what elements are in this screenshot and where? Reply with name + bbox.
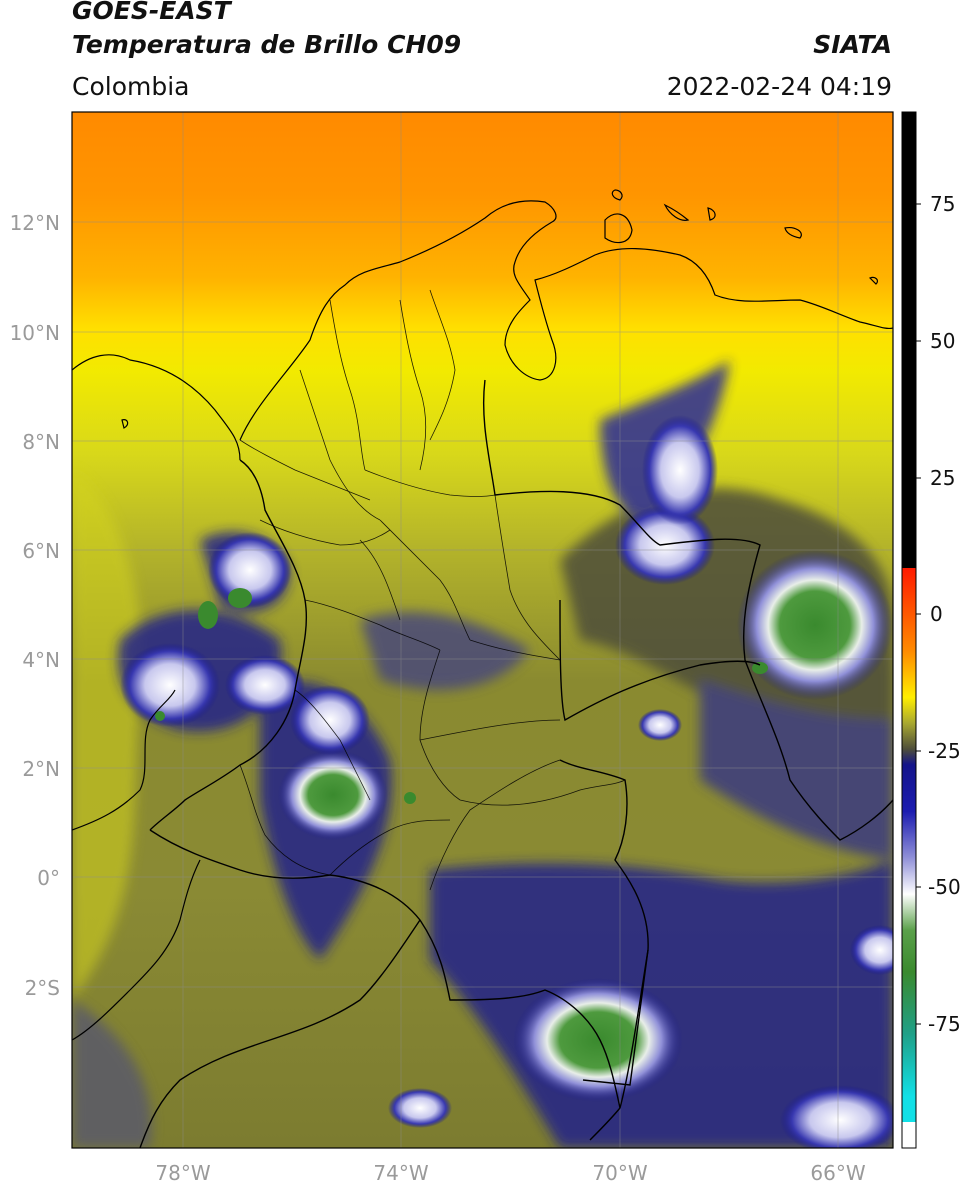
colorbar-tick-25: 25 <box>930 466 955 490</box>
lon-label-70w: 70°W <box>592 1161 647 1185</box>
colorbar-tick-neg50: -50 <box>928 875 961 899</box>
map-field <box>72 112 893 1148</box>
lon-label-74w: 74°W <box>373 1161 428 1185</box>
datetime-label: 2022-02-24 04:19 <box>666 72 892 101</box>
lon-label-78w: 78°W <box>155 1161 210 1185</box>
lat-label-4n: 4°N <box>22 648 60 672</box>
source-label: SIATA <box>813 30 892 59</box>
colorbar-tick-50: 50 <box>930 329 955 353</box>
lat-label-10n: 10°N <box>10 321 60 345</box>
colorbar-tick-75: 75 <box>930 192 955 216</box>
longitude-labels: 78°W 74°W 70°W 66°W <box>155 1161 865 1185</box>
department-border-outline <box>239 289 626 891</box>
lat-label-2s: 2°S <box>25 976 60 1000</box>
colorbar-tick-0: 0 <box>930 602 943 626</box>
lat-label-8n: 8°N <box>22 430 60 454</box>
lat-label-0: 0° <box>37 866 60 890</box>
coastline-outline <box>72 189 893 1041</box>
lon-label-66w: 66°W <box>810 1161 865 1185</box>
colorbar-tick-neg75: -75 <box>928 1012 961 1036</box>
product-title: Temperatura de Brillo CH09 <box>72 30 462 59</box>
satellite-title: GOES-EAST <box>72 0 231 25</box>
colorbar-tick-neg25: -25 <box>928 739 961 763</box>
country-border-outline <box>139 379 893 1148</box>
lat-label-2n: 2°N <box>22 757 60 781</box>
latitude-labels: 12°N 10°N 8°N 6°N 4°N 2°N 0° 2°S <box>10 211 60 1000</box>
lat-label-12n: 12°N <box>10 211 60 235</box>
lat-label-6n: 6°N <box>22 539 60 563</box>
graticule <box>72 112 893 1148</box>
region-label: Colombia <box>72 72 190 101</box>
colorbar: 75 50 25 0 -25 -50 -75 <box>901 111 961 1149</box>
map-frame <box>71 111 894 1149</box>
